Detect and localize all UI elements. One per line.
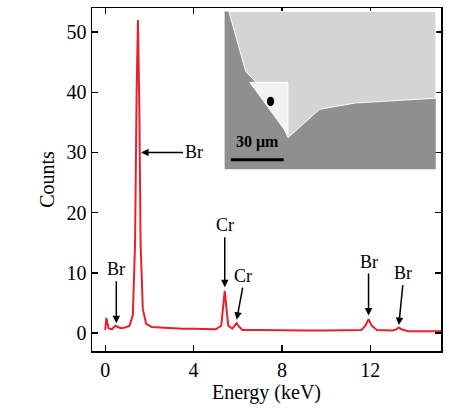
svg-text:Br: Br (394, 263, 412, 283)
svg-text:Counts: Counts (36, 151, 58, 208)
svg-text:4: 4 (189, 359, 199, 381)
svg-text:20: 20 (67, 202, 87, 224)
svg-text:30: 30 (67, 141, 87, 163)
svg-text:0: 0 (77, 322, 87, 344)
svg-text:0: 0 (100, 359, 110, 381)
svg-text:Cr: Cr (216, 215, 234, 235)
svg-text:12: 12 (360, 359, 380, 381)
svg-text:Br: Br (107, 259, 125, 279)
svg-text:8: 8 (277, 359, 287, 381)
svg-text:Br: Br (185, 142, 203, 162)
svg-text:50: 50 (67, 21, 87, 43)
svg-text:10: 10 (67, 262, 87, 284)
svg-text:Energy (keV): Energy (keV) (212, 381, 321, 404)
svg-text:Br: Br (360, 252, 378, 272)
svg-text:40: 40 (67, 81, 87, 103)
svg-text:30 μm: 30 μm (236, 133, 279, 151)
svg-text:Cr: Cr (234, 266, 252, 286)
